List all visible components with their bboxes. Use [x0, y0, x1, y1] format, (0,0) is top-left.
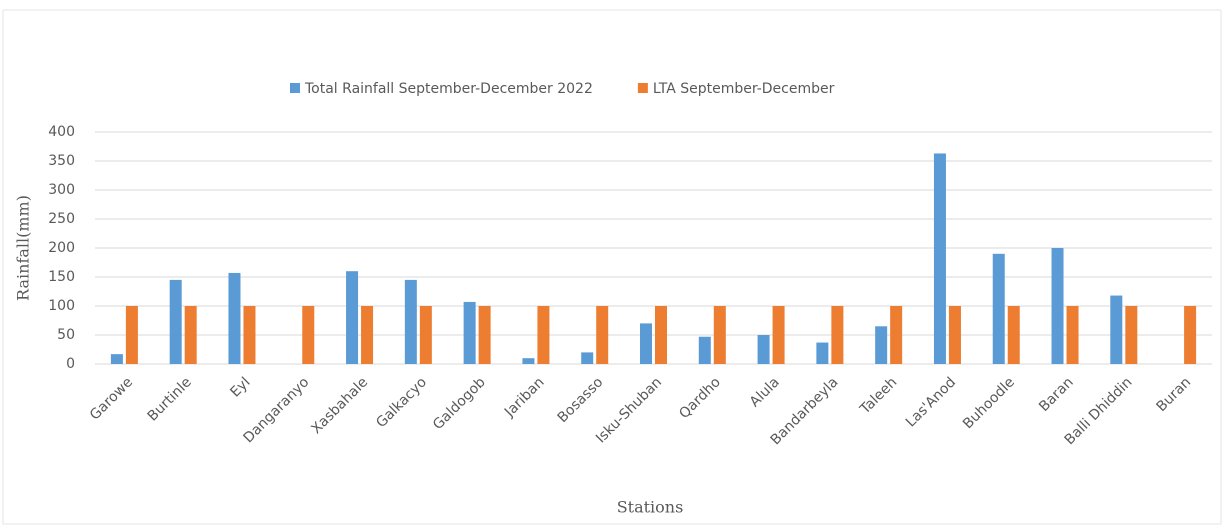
y-axis-title: Rainfall(mm) [14, 195, 33, 301]
bar [1125, 306, 1138, 364]
legend-swatch [290, 83, 300, 93]
bar [478, 306, 491, 364]
y-tick-label: 200 [48, 240, 75, 256]
bar [243, 306, 256, 364]
bar [992, 253, 1005, 364]
bar [228, 272, 241, 364]
bar [169, 279, 182, 364]
bar [933, 153, 946, 364]
bar [184, 306, 197, 364]
bar [655, 306, 667, 364]
bar [361, 306, 374, 364]
chart-border [2, 9, 1222, 525]
bar [1066, 306, 1079, 364]
y-tick-label: 250 [48, 211, 75, 227]
x-axis-title: Stations [617, 498, 684, 517]
bar [1007, 306, 1020, 364]
legend-swatch [637, 83, 648, 93]
y-tick-label: 0 [66, 356, 75, 372]
bar [404, 279, 417, 364]
bar [302, 306, 315, 364]
bar [1184, 306, 1197, 364]
bar [831, 306, 844, 364]
bar [698, 336, 711, 364]
y-tick-label: 300 [48, 182, 75, 198]
legend-label: Total Rainfall September-December 2022 [304, 81, 593, 97]
bar [1051, 248, 1064, 364]
y-tick-label: 400 [48, 124, 75, 140]
bar [948, 306, 961, 364]
bar [346, 271, 359, 364]
bar [713, 306, 726, 364]
bar [772, 306, 785, 364]
bar [816, 342, 829, 364]
bar [419, 306, 432, 364]
y-tick-label: 50 [57, 327, 75, 343]
bar [581, 352, 594, 364]
bar [110, 354, 123, 364]
bar [537, 306, 550, 364]
bar [640, 323, 652, 364]
y-tick-label: 150 [48, 269, 75, 285]
y-tick-label: 350 [48, 153, 75, 169]
bar [125, 306, 138, 364]
bar [522, 358, 535, 364]
bar [1110, 295, 1123, 364]
bar [757, 335, 770, 364]
legend-label: LTA September-December [653, 81, 835, 97]
bar [875, 326, 888, 364]
bar [463, 301, 476, 364]
bar [596, 306, 609, 364]
y-tick-label: 100 [48, 298, 75, 314]
bar [890, 306, 903, 364]
